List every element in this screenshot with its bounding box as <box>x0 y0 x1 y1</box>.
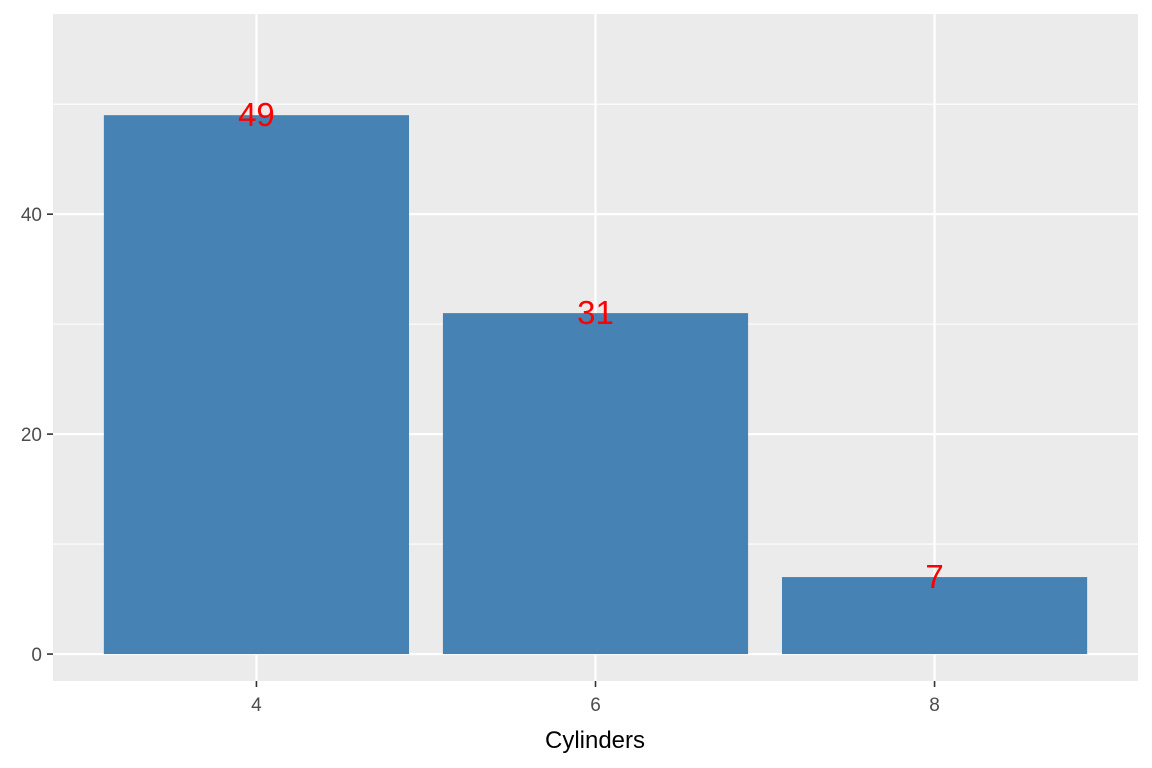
x-axis-title: Cylinders <box>545 727 645 754</box>
data-label-8: 7 <box>925 558 943 595</box>
bar-6 <box>442 313 749 655</box>
bar-data-labels: 49 31 7 <box>238 96 944 595</box>
y-axis: 0 20 40 <box>21 205 53 666</box>
bar-8 <box>781 577 1088 655</box>
y-tick-label: 0 <box>31 645 42 666</box>
y-tick-label: 20 <box>21 425 42 446</box>
x-tick-label: 8 <box>929 695 940 716</box>
y-tick-label: 40 <box>21 205 42 226</box>
data-label-6: 31 <box>577 294 614 331</box>
x-axis: 4 6 8 <box>251 681 940 716</box>
x-tick-label: 4 <box>251 695 262 716</box>
x-tick-label: 6 <box>590 695 601 716</box>
bar-4 <box>103 115 410 655</box>
bars <box>103 115 1088 655</box>
data-label-4: 49 <box>238 96 275 133</box>
